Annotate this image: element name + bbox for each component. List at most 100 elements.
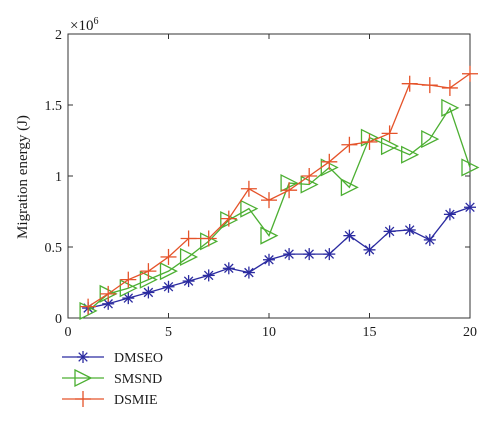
data-point-dmseo-stroke xyxy=(183,276,194,286)
data-point-smsnd xyxy=(441,98,460,117)
data-point-dmseo xyxy=(182,275,195,288)
data-point-dmseo xyxy=(443,208,456,221)
y-tick-label: 0.5 xyxy=(45,241,63,256)
data-point-dmseo-stroke xyxy=(203,270,214,281)
data-point-smsnd xyxy=(240,199,259,218)
data-point-smsnd xyxy=(260,226,279,245)
x-tick-label: 10 xyxy=(262,325,276,340)
legend-label-dsmie: DSMIE xyxy=(114,393,158,408)
data-point-dmseo xyxy=(343,229,356,242)
data-point-dmseo-stroke xyxy=(163,282,174,292)
y-tick-label: 0 xyxy=(55,312,62,327)
x-tick-label: 0 xyxy=(65,325,72,340)
data-point-smsnd xyxy=(179,247,199,266)
data-point-dsmie xyxy=(140,263,157,280)
legend: DMSEO SMSND DSMIE xyxy=(62,351,163,408)
data-point-dmseo xyxy=(122,292,135,305)
legend-marker-dmseo-stroke xyxy=(78,352,88,362)
series-layer xyxy=(79,65,480,320)
legend-marker-dmseo xyxy=(77,351,89,363)
data-point-dmseo-stroke xyxy=(344,230,355,241)
data-point-dmseo xyxy=(464,201,476,214)
data-point-smsnd xyxy=(421,130,440,149)
series-dsmie xyxy=(80,65,478,315)
data-point-dsmie xyxy=(381,125,398,142)
series-line-dsmie xyxy=(87,73,471,308)
data-point-dsmie xyxy=(281,182,298,199)
y-tick-label: 1.5 xyxy=(45,99,63,114)
data-point-dmseo xyxy=(242,266,255,279)
data-point-dsmie xyxy=(421,77,438,94)
data-point-dsmie xyxy=(462,65,478,82)
data-point-dmseo xyxy=(222,262,235,275)
data-point-dmseo xyxy=(283,248,296,261)
data-point-dsmie xyxy=(200,230,217,247)
series-smsnd xyxy=(79,98,480,320)
legend-item-dsmie: DSMIE xyxy=(62,391,158,408)
data-point-dmseo-stroke xyxy=(404,225,415,235)
data-point-dsmie xyxy=(261,192,277,209)
data-point-dsmie xyxy=(441,79,458,96)
data-point-dmseo-stroke xyxy=(244,267,254,278)
y-axis: 0 0.5 1 1.5 2 xyxy=(45,28,470,327)
data-point-dmseo-stroke xyxy=(143,287,154,298)
data-point-dmseo-stroke xyxy=(384,226,395,237)
data-point-dmseo-stroke xyxy=(425,235,435,245)
legend-item-dmseo: DMSEO xyxy=(62,351,163,366)
data-point-dmseo xyxy=(383,225,396,238)
data-point-dmseo-stroke xyxy=(445,209,455,220)
data-point-dmseo xyxy=(263,253,275,266)
data-point-smsnd xyxy=(401,145,420,164)
legend-label-smsnd: SMSND xyxy=(114,372,162,387)
x-tick-label: 15 xyxy=(363,325,377,340)
data-point-dmseo-stroke xyxy=(103,299,113,309)
y-tick-label: 1 xyxy=(55,170,62,185)
data-point-smsnd xyxy=(340,178,359,197)
data-point-dmseo-stroke xyxy=(224,263,234,274)
data-point-dsmie xyxy=(341,136,358,153)
data-point-dsmie xyxy=(321,153,338,170)
data-point-dmseo xyxy=(403,223,416,236)
data-point-smsnd xyxy=(380,137,400,156)
data-point-dsmie xyxy=(100,285,117,302)
data-point-dsmie xyxy=(240,180,257,197)
data-point-dsmie xyxy=(180,230,197,247)
x-tick-label: 5 xyxy=(165,325,172,340)
x-tick-label: 20 xyxy=(463,325,477,340)
legend-marker-dsmie xyxy=(75,391,91,407)
data-point-smsnd xyxy=(159,262,178,281)
data-point-dmseo-stroke xyxy=(284,249,294,259)
data-point-dmseo xyxy=(303,248,316,261)
legend-label-dmseo: DMSEO xyxy=(114,351,163,366)
data-point-dmseo xyxy=(423,233,436,246)
y-axis-title: Migration energy (J) xyxy=(15,115,31,239)
data-point-dsmie xyxy=(361,133,378,150)
data-point-dsmie xyxy=(160,248,177,265)
data-point-dmseo xyxy=(363,243,376,256)
data-point-dsmie xyxy=(220,210,237,227)
data-point-dmseo xyxy=(323,248,336,261)
data-point-dmseo xyxy=(162,280,175,293)
data-point-dmseo-stroke xyxy=(304,249,314,259)
data-point-dsmie xyxy=(301,168,318,184)
y-multiplier-exponent: 6 xyxy=(93,16,98,27)
data-point-dmseo-stroke xyxy=(465,202,475,212)
series-line-smsnd xyxy=(87,106,471,312)
data-point-dsmie xyxy=(80,298,97,315)
data-point-dmseo-stroke xyxy=(324,249,335,259)
data-point-dsmie xyxy=(401,75,418,92)
y-tick-label: 2 xyxy=(55,28,62,43)
data-point-dmseo-stroke xyxy=(364,245,375,255)
data-point-dmseo-stroke xyxy=(123,293,134,303)
data-point-dmseo-stroke xyxy=(264,255,274,265)
y-multiplier-label: ×106 xyxy=(70,16,98,34)
data-point-dmseo xyxy=(142,286,155,299)
data-point-dmseo xyxy=(202,269,215,282)
data-point-smsnd xyxy=(461,158,480,177)
data-point-dsmie xyxy=(120,271,137,288)
legend-marker-smsnd xyxy=(74,368,93,388)
legend-item-smsnd: SMSND xyxy=(62,368,162,388)
x-axis: 0 5 10 15 20 xyxy=(65,34,477,340)
